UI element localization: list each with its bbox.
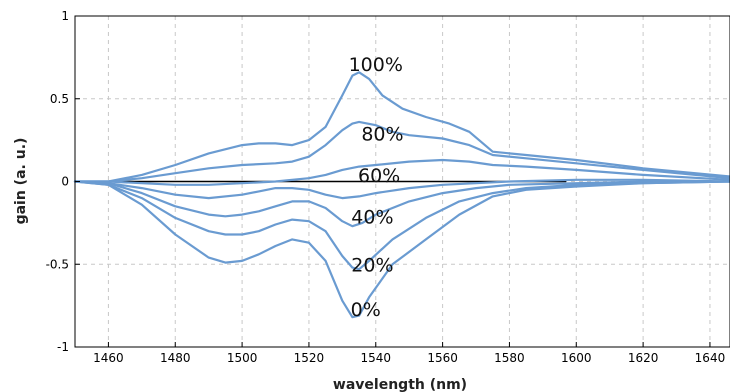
series-line — [73, 180, 730, 271]
curve-label: 100% — [349, 54, 403, 76]
y-axis-title: gain (a. u.) — [13, 138, 29, 225]
y-tick-label: -1 — [57, 340, 69, 354]
series-line — [73, 180, 730, 228]
x-tick-label: 1560 — [427, 351, 458, 365]
curve-label: 40% — [351, 206, 393, 228]
y-tick-label: -0.5 — [46, 257, 69, 271]
x-tick-label: 1500 — [227, 351, 258, 365]
x-axis-title: wavelength (nm) — [333, 377, 467, 392]
x-tick-label: 1620 — [628, 351, 659, 365]
x-tick-label: 1580 — [494, 351, 525, 365]
series-layer — [73, 71, 730, 319]
x-tick-label: 1520 — [294, 351, 325, 365]
curve-label: 0% — [351, 299, 381, 321]
curve-label: 80% — [361, 124, 403, 146]
y-tick-label: 0.5 — [50, 92, 69, 106]
x-tick-label: 1480 — [160, 351, 191, 365]
tick-labels-layer: 1460 1480 1500 1520 1540 1560 1580 1600 1620 1640… — [46, 9, 726, 365]
x-tick-label: 1540 — [360, 351, 391, 365]
series-line — [73, 71, 730, 183]
series-line — [73, 178, 730, 200]
ticks-layer — [75, 15, 711, 348]
series-line — [73, 180, 730, 319]
curve-labels-layer: 100% 80% 60% 40% 20% 0% — [349, 54, 404, 321]
x-tick-label: 1600 — [561, 351, 592, 365]
y-tick-label: 0 — [61, 175, 69, 189]
series-line — [73, 120, 730, 183]
y-tick-label: 1 — [61, 9, 69, 23]
x-tick-label: 1460 — [93, 351, 124, 365]
curve-label: 20% — [351, 254, 393, 276]
curve-label: 60% — [358, 165, 400, 187]
series-line — [73, 158, 730, 186]
x-tick-label: 1640 — [695, 351, 726, 365]
